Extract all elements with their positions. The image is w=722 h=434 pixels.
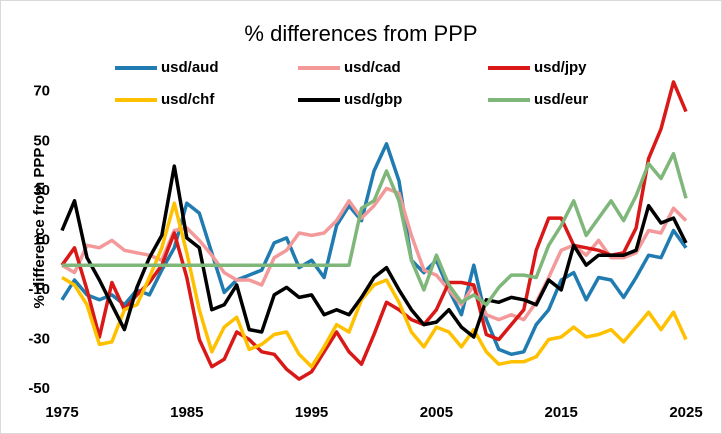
- y-tick-label: -50: [28, 380, 50, 397]
- series-line: [60, 164, 688, 339]
- y-tick-label: 70: [33, 83, 50, 100]
- legend-label: usd/jpy: [534, 59, 587, 76]
- legend-label: usd/gbp: [344, 91, 402, 108]
- y-tick-label: 10: [33, 231, 50, 248]
- legend-label: usd/cad: [344, 59, 401, 76]
- x-tick-label: 1985: [170, 404, 203, 421]
- series-line: [62, 151, 688, 307]
- legend-label: usd/eur: [534, 91, 588, 108]
- x-tick-label: 2015: [545, 404, 578, 421]
- y-tick-label: 30: [33, 182, 50, 199]
- y-tick-label: -30: [28, 330, 50, 347]
- series-line: [61, 201, 688, 369]
- y-tick-label: 50: [33, 132, 50, 149]
- series-line: [60, 142, 688, 357]
- y-tick-label: -10: [28, 281, 50, 298]
- x-tick-label: 1995: [295, 404, 328, 421]
- legend-label: usd/chf: [161, 91, 215, 108]
- legend-label: usd/aud: [161, 59, 219, 76]
- x-tick-label: 2025: [669, 404, 702, 421]
- x-tick-label: 2005: [420, 404, 453, 421]
- series-line: [60, 80, 688, 381]
- x-tick-label: 1975: [45, 404, 78, 421]
- chart-title: % differences from PPP: [244, 21, 477, 46]
- y-axis-label: % difference from PPP: [31, 148, 48, 309]
